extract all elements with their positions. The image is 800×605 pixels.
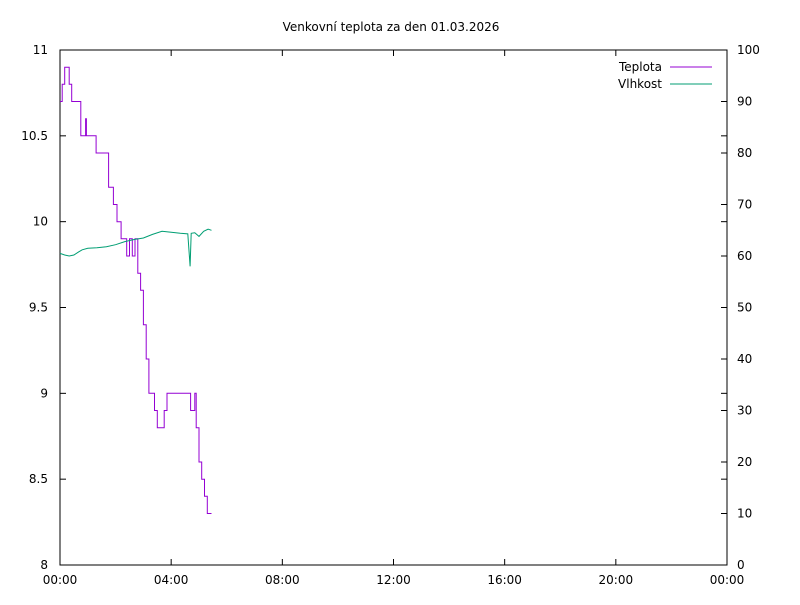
y2-tick-label: 100 [737, 43, 760, 57]
x-tick-label: 12:00 [376, 573, 411, 587]
y-tick-label: 9.5 [29, 301, 48, 315]
series-layer [59, 66, 212, 514]
x-tick-label: 16:00 [487, 573, 522, 587]
y2-tick-label: 30 [737, 404, 752, 418]
x-tick-label: 20:00 [599, 573, 634, 587]
y2-tick-label: 90 [737, 95, 752, 109]
y2-tick-label: 20 [737, 455, 752, 469]
y2-tick-label: 70 [737, 198, 752, 212]
legend-label-teplota: Teplota [618, 60, 662, 74]
legend: Teplota Vlhkost [618, 60, 712, 91]
chart-title: Venkovní teplota za den 01.03.2026 [283, 20, 500, 34]
legend-label-vlhkost: Vlhkost [618, 77, 662, 91]
x-tick-label: 00:00 [43, 573, 78, 587]
y-tick-label: 8.5 [29, 472, 48, 486]
y2-tick-label: 50 [737, 301, 752, 315]
series-line-vlhkost [59, 228, 212, 267]
y2-tick-label: 60 [737, 249, 752, 263]
y-axis-left: 8 8.5 9 9.5 10 10.5 11 [21, 43, 727, 572]
y-tick-label: 10.5 [21, 129, 48, 143]
x-axis: 00:00 04:00 08:00 12:00 16:00 20:00 00:00 [43, 50, 745, 587]
plot-frame [59, 49, 728, 566]
x-tick-label: 04:00 [154, 573, 189, 587]
y2-tick-label: 40 [737, 352, 752, 366]
y-tick-label: 8 [40, 558, 48, 572]
y-tick-label: 11 [33, 43, 48, 57]
y-tick-label: 9 [40, 386, 48, 400]
y2-tick-label: 10 [737, 507, 752, 521]
y2-tick-label: 0 [737, 558, 745, 572]
x-tick-label: 00:00 [710, 573, 745, 587]
y-tick-label: 10 [33, 215, 48, 229]
y2-tick-label: 80 [737, 146, 752, 160]
y-axis-right: 0 10 20 30 40 50 60 70 80 90 100 [721, 43, 760, 572]
x-tick-label: 08:00 [265, 573, 300, 587]
series-line-teplota [60, 66, 212, 514]
